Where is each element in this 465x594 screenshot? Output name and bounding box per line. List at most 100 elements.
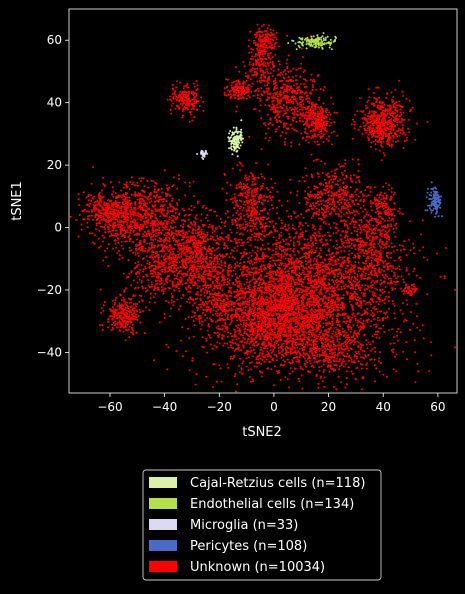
data-point (244, 325, 247, 327)
data-point (390, 279, 393, 282)
data-point (152, 233, 155, 236)
data-point (88, 232, 91, 235)
data-point (347, 216, 350, 219)
data-point (168, 228, 171, 231)
data-point (316, 258, 318, 261)
data-point (327, 334, 330, 337)
data-point (334, 326, 337, 329)
data-point (359, 356, 362, 359)
data-point (263, 337, 266, 340)
data-point (306, 311, 309, 314)
data-point (308, 266, 311, 269)
data-point (274, 284, 277, 287)
data-point (138, 193, 141, 195)
data-point (347, 328, 350, 331)
data-point (236, 245, 239, 248)
data-point (338, 338, 341, 341)
data-point (363, 312, 366, 315)
data-point (370, 281, 373, 284)
data-point (267, 305, 270, 308)
data-point (204, 314, 207, 317)
data-point (338, 288, 340, 291)
data-point (280, 257, 283, 259)
data-point (313, 257, 316, 260)
data-point (350, 348, 353, 351)
data-point (131, 227, 134, 230)
data-point (251, 378, 254, 381)
data-point (273, 345, 276, 348)
data-point (399, 309, 402, 312)
data-point (387, 296, 390, 299)
data-point (294, 316, 297, 319)
data-point (331, 289, 334, 292)
data-point (360, 317, 362, 320)
data-point (328, 293, 331, 296)
data-point (172, 250, 175, 253)
data-point (148, 201, 151, 204)
data-point (380, 268, 383, 271)
data-point (331, 299, 334, 302)
data-point (357, 320, 360, 323)
data-point (287, 224, 290, 227)
data-point (275, 359, 278, 362)
data-point (140, 189, 143, 192)
data-point (273, 318, 276, 321)
data-point (335, 335, 338, 338)
data-point (335, 263, 338, 266)
data-point (192, 180, 195, 183)
data-point (292, 271, 295, 274)
data-point (235, 211, 238, 214)
data-point (111, 186, 114, 189)
data-point (365, 339, 368, 342)
data-point (147, 230, 150, 233)
data-point (228, 269, 231, 272)
data-point (320, 286, 323, 288)
data-point (317, 279, 320, 282)
data-point (265, 289, 268, 292)
data-point (205, 375, 208, 378)
data-point (378, 357, 381, 360)
data-point (371, 315, 374, 318)
data-point (175, 207, 178, 210)
data-point (311, 242, 314, 245)
data-point (226, 363, 229, 366)
data-point (315, 263, 318, 266)
data-point (230, 355, 233, 358)
data-point (310, 301, 313, 304)
data-point (330, 298, 333, 301)
data-point (286, 378, 289, 381)
data-point (241, 242, 244, 245)
data-point (278, 369, 280, 372)
data-point (255, 259, 258, 262)
data-point (337, 280, 340, 283)
data-point (350, 271, 353, 274)
data-point (271, 295, 273, 298)
data-point (353, 295, 356, 298)
data-point (317, 300, 320, 303)
data-point (405, 254, 408, 257)
data-point (343, 250, 346, 253)
data-point (329, 361, 332, 363)
data-point (268, 321, 271, 324)
data-point (289, 349, 292, 352)
data-point (321, 380, 324, 383)
data-point (152, 359, 155, 362)
data-point (322, 265, 325, 268)
data-point (384, 302, 386, 305)
data-point (252, 312, 255, 315)
data-point (390, 270, 393, 273)
data-point (377, 297, 380, 300)
data-point (258, 276, 261, 279)
data-point (361, 363, 364, 366)
data-point (318, 232, 321, 235)
data-point (239, 268, 242, 271)
data-point (335, 364, 338, 367)
data-point (276, 269, 279, 272)
data-point (257, 328, 259, 331)
data-point (377, 331, 380, 333)
data-point (270, 231, 273, 234)
data-point (328, 258, 331, 260)
data-point (309, 279, 312, 282)
data-point (312, 313, 315, 315)
data-point (320, 291, 323, 294)
